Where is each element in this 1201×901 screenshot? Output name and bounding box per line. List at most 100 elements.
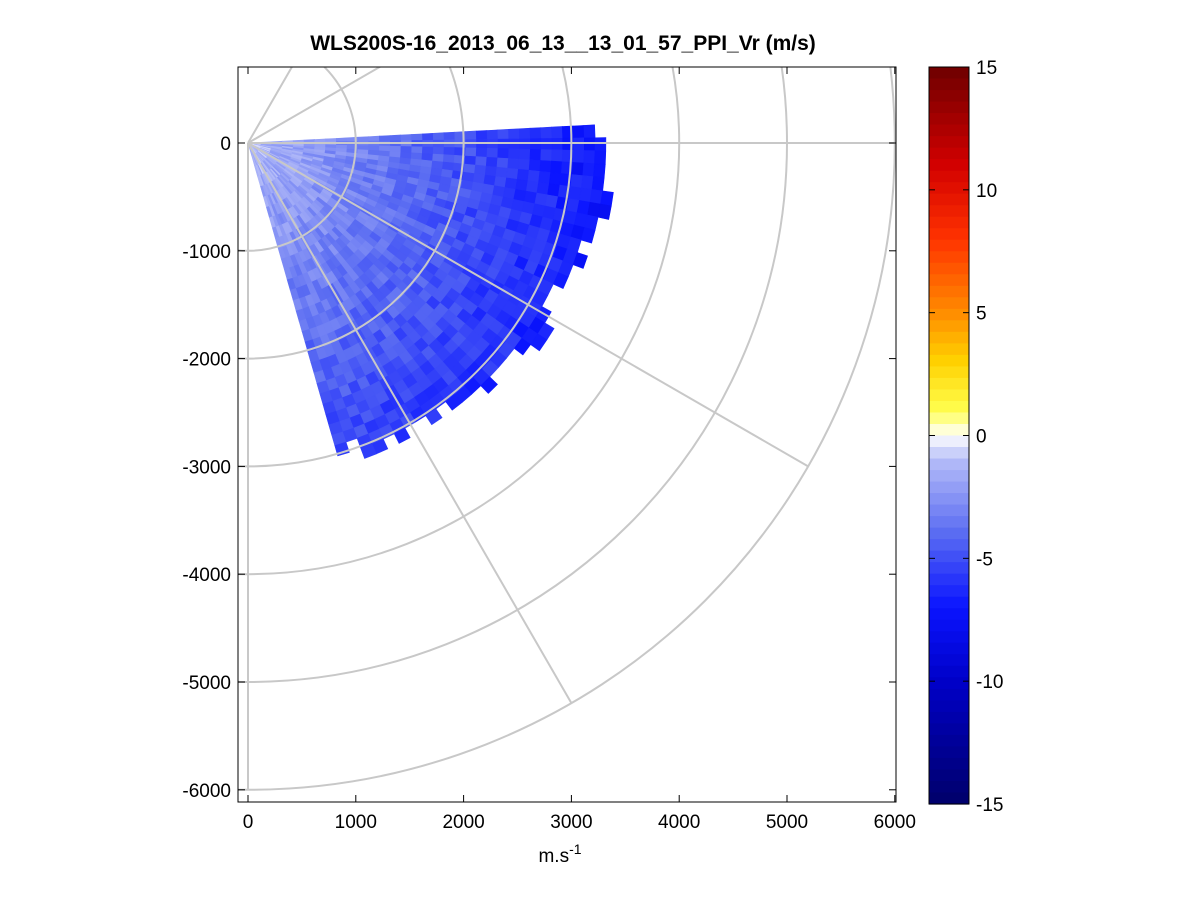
radial-line bbox=[247, 67, 382, 144]
colorbar-band bbox=[929, 412, 969, 425]
velocity-cell bbox=[400, 134, 413, 142]
velocity-cell bbox=[513, 337, 532, 356]
velocity-cell bbox=[443, 131, 456, 141]
velocity-cell bbox=[527, 169, 541, 183]
colorbar-band bbox=[929, 159, 969, 172]
velocity-cell bbox=[421, 146, 434, 155]
velocity-cell bbox=[572, 252, 588, 269]
colorbar-tick-label: 10 bbox=[976, 181, 997, 202]
velocity-cell bbox=[571, 162, 585, 176]
velocity-cell bbox=[378, 135, 391, 142]
y-tick-label: -3000 bbox=[182, 457, 231, 478]
colorbar-band bbox=[929, 354, 969, 368]
colorbar-band bbox=[929, 700, 969, 713]
velocity-cell bbox=[432, 132, 445, 141]
velocity-cell bbox=[443, 147, 456, 156]
colorbar-band bbox=[929, 320, 969, 333]
velocity-cell bbox=[432, 146, 445, 156]
x-tick-label: 1000 bbox=[335, 812, 377, 833]
velocity-cell bbox=[583, 150, 596, 165]
velocity-cell bbox=[486, 129, 499, 140]
velocity-cell bbox=[551, 149, 564, 163]
velocity-cell bbox=[551, 137, 564, 151]
colorbar-bands bbox=[929, 67, 969, 805]
colorbar-band bbox=[929, 285, 969, 298]
colorbar-band bbox=[929, 113, 969, 126]
colorbar-band bbox=[929, 504, 969, 517]
velocity-cell bbox=[518, 148, 531, 161]
colorbar-band bbox=[929, 435, 969, 448]
velocity-cell bbox=[497, 128, 510, 140]
velocity-cell bbox=[540, 138, 553, 151]
colorbar-band bbox=[929, 665, 969, 678]
colorbar-band bbox=[929, 366, 969, 379]
colorbar: 15 10 5 0 -5 -10 -15 bbox=[928, 58, 1003, 816]
colorbar-band bbox=[929, 389, 969, 402]
colorbar-band bbox=[929, 780, 969, 794]
colorbar-band bbox=[929, 262, 969, 275]
colorbar-band bbox=[929, 746, 969, 759]
colorbar-band bbox=[929, 573, 969, 586]
colorbar-band bbox=[929, 481, 969, 494]
velocity-cell bbox=[529, 148, 542, 161]
colorbar-band bbox=[929, 274, 969, 287]
velocity-cell bbox=[539, 160, 552, 173]
colorbar-band bbox=[929, 423, 969, 437]
colorbar-band bbox=[929, 734, 969, 748]
colorbar-band bbox=[929, 400, 969, 414]
velocity-cell bbox=[495, 166, 509, 179]
velocity-cell bbox=[422, 132, 434, 141]
velocity-cell bbox=[474, 164, 487, 176]
velocity-cell bbox=[580, 227, 596, 244]
colorbar-band bbox=[929, 343, 969, 356]
velocity-cell bbox=[583, 137, 596, 152]
radial-line bbox=[247, 142, 809, 468]
velocity-cell bbox=[400, 146, 413, 154]
x-tick-label: 4000 bbox=[658, 812, 700, 833]
x-tick-label: 5000 bbox=[766, 812, 808, 833]
velocity-cell bbox=[591, 176, 605, 192]
colorbar-band bbox=[929, 757, 969, 771]
colorbar-band bbox=[929, 216, 969, 229]
colorbar-tick-label: -15 bbox=[976, 795, 1003, 816]
colorbar-band bbox=[929, 654, 969, 667]
velocity-cell bbox=[593, 163, 606, 178]
colorbar-band bbox=[929, 228, 969, 241]
colorbar-ticks: 15 10 5 0 -5 -10 -15 bbox=[929, 58, 1003, 816]
velocity-cell bbox=[360, 443, 377, 459]
colorbar-band bbox=[929, 136, 969, 149]
colorbar-band bbox=[929, 585, 969, 598]
colorbar-band bbox=[929, 193, 969, 206]
y-tick-label: -5000 bbox=[182, 673, 231, 694]
colorbar-tick-label: -10 bbox=[976, 672, 1003, 693]
velocity-cell bbox=[389, 134, 402, 142]
velocity-cell bbox=[600, 190, 614, 207]
colorbar-band bbox=[929, 539, 969, 552]
colorbar-band bbox=[929, 550, 969, 563]
colorbar-band bbox=[929, 182, 969, 195]
velocity-cell bbox=[393, 427, 411, 444]
velocity-cell bbox=[486, 147, 499, 159]
velocity-cell bbox=[540, 126, 553, 139]
colorbar-band bbox=[929, 205, 969, 218]
colorbar-band bbox=[929, 78, 969, 91]
colorbar-band bbox=[929, 470, 969, 483]
velocity-cell bbox=[411, 133, 423, 141]
velocity-cell bbox=[519, 138, 531, 150]
velocity-cell bbox=[442, 154, 455, 164]
colorbar-band bbox=[929, 170, 969, 183]
colorbar-band bbox=[929, 527, 969, 540]
colorbar-band bbox=[929, 239, 969, 252]
velocity-cell bbox=[582, 162, 595, 177]
colorbar-tick-label: 15 bbox=[976, 58, 997, 79]
x-axis-label: m.s-1 bbox=[538, 841, 581, 867]
colorbar-tick-label: -5 bbox=[976, 549, 993, 570]
velocity-cell bbox=[335, 137, 348, 143]
velocity-cell bbox=[496, 157, 509, 169]
velocity-cell bbox=[540, 149, 553, 162]
velocity-cell bbox=[411, 146, 423, 154]
velocity-cell bbox=[325, 138, 337, 143]
colorbar-band bbox=[929, 377, 969, 391]
velocity-cell bbox=[432, 153, 445, 163]
